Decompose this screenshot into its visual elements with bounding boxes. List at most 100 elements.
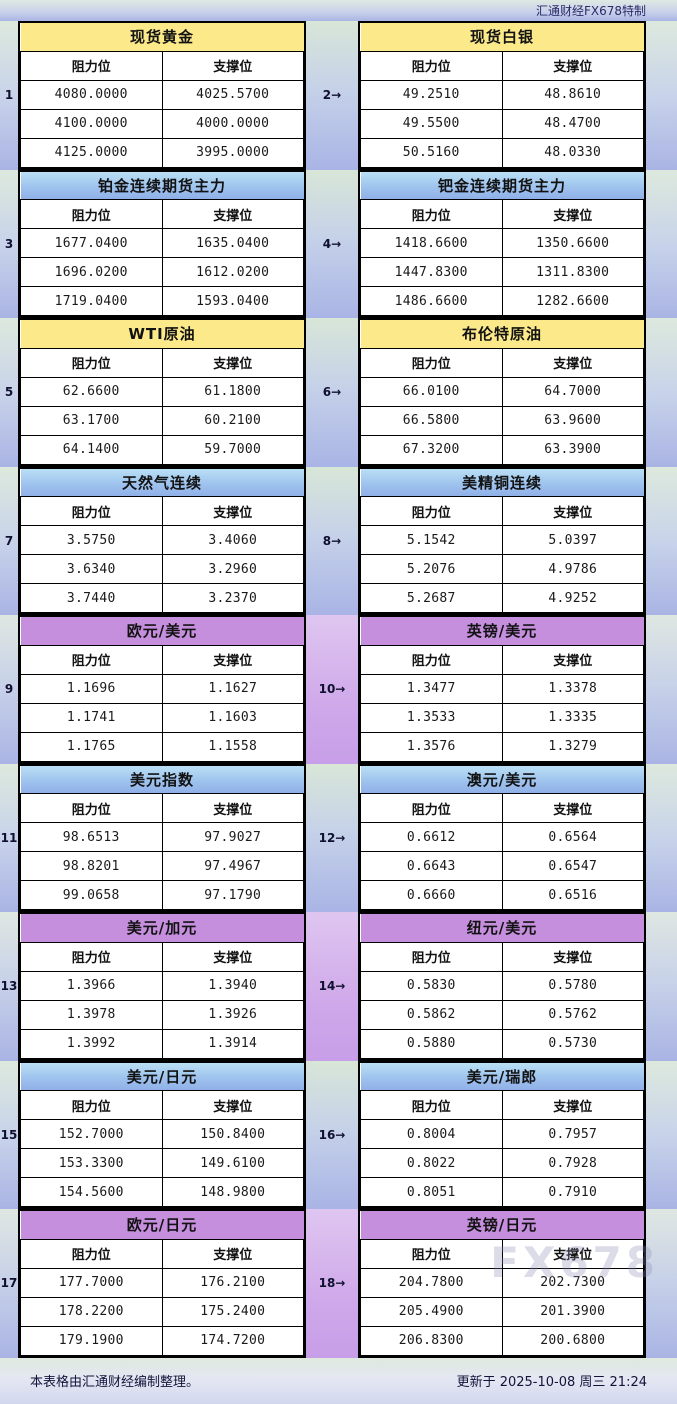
- quote-card: WTI原油 阻力位 支撑位 62.6600 61.1800 63.1700 60.2100 6…: [18, 318, 306, 467]
- col-header-resistance: 阻力位: [20, 1090, 163, 1120]
- resistance-value: 64.1400: [20, 434, 163, 465]
- row-index-middle: 6→: [306, 318, 358, 467]
- level-row: 0.6660 0.6516: [360, 880, 644, 910]
- row-index-left: 13: [0, 912, 18, 1061]
- column-header-row: 阻力位 支撑位: [20, 347, 304, 378]
- resistance-value: 1696.0200: [20, 257, 163, 287]
- resistance-value: 205.4900: [360, 1296, 503, 1327]
- resistance-value: 0.5862: [360, 999, 503, 1030]
- support-value: 97.9027: [161, 822, 304, 852]
- support-value: 0.7957: [501, 1119, 644, 1149]
- instrument-title: 现货黄金: [20, 23, 304, 51]
- support-value: 0.5762: [501, 999, 644, 1030]
- column-header-row: 阻力位 支撑位: [20, 1090, 304, 1120]
- support-value: 0.7928: [501, 1148, 644, 1178]
- card-title-row: 美精铜连续: [360, 468, 644, 497]
- resistance-value: 206.8300: [360, 1325, 503, 1356]
- level-row: 49.5500 48.4700: [360, 108, 644, 139]
- card-title-row: WTI原油: [20, 320, 304, 348]
- support-value: 1.1558: [161, 731, 304, 762]
- level-row: 62.6600 61.1800: [20, 376, 304, 407]
- resistance-value: 62.6600: [20, 376, 163, 407]
- support-value: 59.7000: [161, 434, 304, 465]
- card-title-row: 美元/瑞郎: [360, 1062, 644, 1091]
- support-value: 174.7200: [161, 1325, 304, 1356]
- panel-row: 9 欧元/美元 阻力位 支撑位 1.1696 1.1627 1.1741 1.1603 1.17…: [0, 615, 677, 764]
- support-value: 63.3900: [501, 434, 644, 465]
- col-header-support: 支撑位: [161, 1090, 304, 1120]
- resistance-value: 3.6340: [20, 554, 163, 584]
- resistance-value: 179.1900: [20, 1325, 163, 1356]
- row-index-left: 15: [0, 1060, 18, 1209]
- level-row: 1.3992 1.3914: [20, 1028, 304, 1059]
- right-edge-gutter: [646, 1060, 677, 1209]
- col-header-support: 支撑位: [161, 496, 304, 526]
- resistance-value: 1.3992: [20, 1028, 163, 1059]
- instrument-title: 欧元/日元: [20, 1211, 304, 1239]
- col-header-resistance: 阻力位: [360, 1090, 503, 1120]
- quote-table: 美元/加元 阻力位 支撑位 1.3966 1.3940 1.3978 1.3926 1.399…: [20, 914, 304, 1059]
- resistance-value: 1677.0400: [20, 228, 163, 258]
- resistance-value: 1719.0400: [20, 286, 163, 316]
- resistance-value: 1.3978: [20, 999, 163, 1030]
- resistance-value: 67.3200: [360, 434, 503, 465]
- support-value: 150.8400: [161, 1119, 304, 1149]
- quote-table: 澳元/美元 阻力位 支撑位 0.6612 0.6564 0.6643 0.6547 0.666…: [360, 765, 644, 910]
- level-row: 1719.0400 1593.0400: [20, 286, 304, 316]
- right-edge-gutter: [646, 21, 677, 170]
- resistance-value: 153.3300: [20, 1148, 163, 1178]
- col-header-resistance: 阻力位: [360, 793, 503, 823]
- quote-card: 美元/日元 阻力位 支撑位 152.7000 150.8400 153.3300 149.6…: [18, 1060, 306, 1209]
- instrument-title: WTI原油: [20, 320, 304, 348]
- card-title-row: 英镑/美元: [360, 617, 644, 645]
- resistance-value: 4100.0000: [20, 108, 163, 139]
- quote-card: 澳元/美元 阻力位 支撑位 0.6612 0.6564 0.6643 0.6547 0.666…: [358, 763, 646, 912]
- instrument-title: 铂金连续期货主力: [20, 171, 304, 200]
- row-index-left: 11: [0, 763, 18, 912]
- column-header-row: 阻力位 支撑位: [360, 644, 644, 675]
- column-header-row: 阻力位 支撑位: [360, 1238, 644, 1269]
- card-title-row: 美元指数: [20, 765, 304, 794]
- col-header-resistance: 阻力位: [360, 50, 503, 81]
- level-row: 1418.6600 1350.6600: [360, 228, 644, 258]
- right-edge-gutter: [646, 318, 677, 467]
- level-row: 64.1400 59.7000: [20, 434, 304, 465]
- level-row: 1486.6600 1282.6600: [360, 286, 644, 316]
- row-index-left: 17: [0, 1209, 18, 1358]
- resistance-value: 1.1765: [20, 731, 163, 762]
- col-header-resistance: 阻力位: [360, 199, 503, 229]
- right-edge-gutter: [646, 1209, 677, 1358]
- column-header-row: 阻力位 支撑位: [360, 496, 644, 526]
- support-value: 148.9800: [161, 1177, 304, 1207]
- level-row: 1.3978 1.3926: [20, 999, 304, 1030]
- support-value: 1.3378: [501, 673, 644, 704]
- resistance-value: 1.1696: [20, 673, 163, 704]
- instrument-title: 钯金连续期货主力: [360, 171, 644, 200]
- row-index-middle: 14→: [306, 912, 358, 1061]
- resistance-value: 154.5600: [20, 1177, 163, 1207]
- level-row: 206.8300 200.6800: [360, 1325, 644, 1356]
- index-arrow-label: 6→: [322, 385, 342, 400]
- row-index-left: 9: [0, 615, 18, 764]
- quote-table: WTI原油 阻力位 支撑位 62.6600 61.1800 63.1700 60.2100 6…: [20, 320, 304, 465]
- resistance-value: 0.8051: [360, 1177, 503, 1207]
- level-row: 152.7000 150.8400: [20, 1119, 304, 1149]
- resistance-value: 5.2687: [360, 583, 503, 613]
- card-title-row: 英镑/日元: [360, 1211, 644, 1239]
- level-row: 177.7000 176.2100: [20, 1267, 304, 1298]
- panel-row: 11 美元指数 阻力位 支撑位 98.6513 97.9027 98.8201 97.4967…: [0, 763, 677, 912]
- level-row: 0.8022 0.7928: [360, 1148, 644, 1178]
- support-value: 1.3335: [501, 702, 644, 733]
- quote-table: 天然气连续 阻力位 支撑位 3.5750 3.4060 3.6340 3.2960 3.744…: [20, 468, 304, 613]
- col-header-resistance: 阻力位: [20, 496, 163, 526]
- level-row: 67.3200 63.3900: [360, 434, 644, 465]
- index-arrow-label: 4→: [322, 236, 342, 251]
- resistance-value: 4125.0000: [20, 137, 163, 168]
- level-row: 1.3533 1.3335: [360, 702, 644, 733]
- footer-updated: 更新于 2025-10-08 周三 21:24: [456, 1375, 647, 1390]
- support-value: 0.6547: [501, 851, 644, 881]
- resistance-value: 1.3477: [360, 673, 503, 704]
- level-row: 1.1741 1.1603: [20, 702, 304, 733]
- support-value: 0.6516: [501, 880, 644, 910]
- column-header-row: 阻力位 支撑位: [360, 347, 644, 378]
